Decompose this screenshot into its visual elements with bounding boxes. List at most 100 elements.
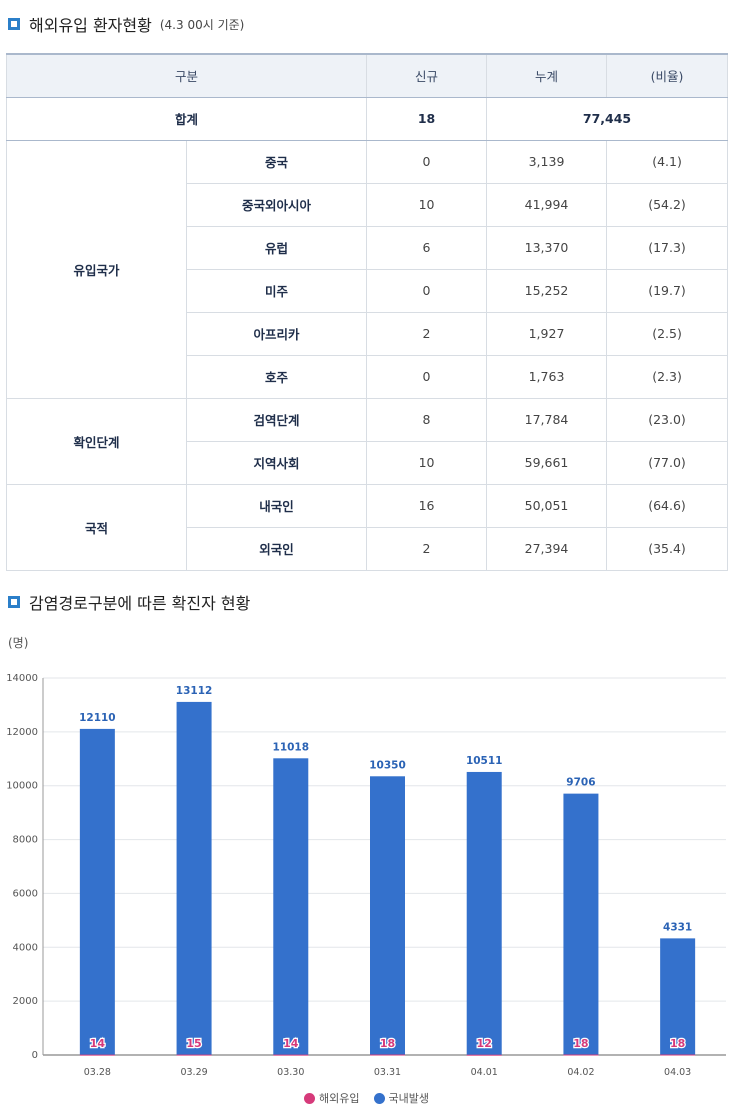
header-category: 구분 [5, 53, 368, 98]
bar-domestic [563, 793, 599, 1055]
row-new: 10 [366, 440, 488, 485]
bar-value-label: 9706 [566, 777, 595, 789]
bar-overseas [79, 1054, 115, 1056]
row-ratio: (35.4) [606, 526, 729, 571]
row-new: 0 [366, 354, 488, 399]
y-tick-label: 12000 [6, 727, 38, 738]
table-row: 호주 0 1,763 (2.3) [7, 354, 729, 399]
bar-overseas [466, 1054, 502, 1056]
header-ratio: (비율) [606, 53, 729, 98]
row-cumulative: 50,051 [486, 483, 608, 528]
row-ratio: (64.6) [606, 483, 729, 528]
row-label: 지역사회 [185, 440, 368, 485]
total-new: 18 [366, 96, 488, 141]
total-cumulative: 77,445 [486, 96, 729, 141]
row-cumulative: 27,394 [486, 526, 608, 571]
row-ratio: (19.7) [606, 268, 729, 313]
square-bullet-icon [8, 18, 20, 30]
row-label: 검역단계 [185, 397, 368, 442]
row-cumulative: 17,784 [486, 397, 608, 442]
row-label: 중국 [185, 139, 368, 184]
section-title-note: (4.3 00시 기준) [159, 17, 245, 32]
table-row: 확인단계 검역단계 8 17,784 (23.0) [6, 397, 729, 485]
row-ratio: (54.2) [606, 182, 729, 227]
bar-overseas [370, 1054, 405, 1056]
table-row: 유입국가 중국 0 3,139 (4.1) [6, 139, 729, 399]
bar-value-label: 13112 [176, 685, 213, 697]
x-tick-label: 03.29 [180, 1067, 207, 1078]
bar-value-label: 12110 [79, 712, 116, 724]
row-new: 8 [366, 397, 488, 442]
table-header-row: 구분 신규 누계 (비율) [5, 53, 729, 98]
group-label: 국적 [6, 483, 187, 571]
row-cumulative: 1,763 [486, 354, 608, 399]
row-cumulative: 41,994 [486, 182, 608, 227]
header-cumulative: 누계 [486, 53, 608, 98]
square-bullet-icon [8, 596, 20, 608]
row-new: 0 [366, 268, 488, 313]
chart-legend: 해외유입 국내발생 [0, 1090, 733, 1106]
y-tick-label: 10000 [6, 781, 38, 792]
bar-overseas [660, 1054, 696, 1056]
table-total-row: 합계 18 77,445 [5, 96, 729, 141]
y-tick-label: 2000 [13, 996, 38, 1007]
row-label: 중국외아시아 [185, 182, 368, 227]
row-cumulative: 13,370 [486, 225, 608, 270]
bar-domestic [466, 771, 502, 1055]
bar-domestic [370, 776, 405, 1055]
bar-domestic [79, 728, 115, 1055]
y-tick-label: 4000 [13, 942, 38, 953]
x-tick-label: 04.02 [567, 1067, 594, 1078]
row-new: 16 [366, 483, 488, 528]
row-new: 0 [366, 139, 488, 184]
legend-item-domestic[interactable]: 국내발생 [373, 1090, 429, 1106]
bar-overseas [273, 1054, 309, 1056]
bar-overseas [176, 1054, 212, 1056]
row-ratio: (23.0) [606, 397, 729, 442]
bar-domestic [660, 938, 696, 1055]
section-title-route: 감염경로구분에 따른 확진자 현황 [8, 590, 250, 614]
x-tick-label: 03.30 [277, 1067, 304, 1078]
bar-value-label: 4331 [663, 921, 692, 933]
row-ratio: (17.3) [606, 225, 729, 270]
bar-domestic [176, 701, 212, 1055]
legend-item-overseas[interactable]: 해외유입 [304, 1090, 360, 1106]
table-row: 지역사회 10 59,661 (77.0) [7, 440, 729, 485]
row-label: 아프리카 [185, 311, 368, 356]
section-title-overseas: 해외유입 환자현황 (4.3 00시 기준) [8, 12, 244, 36]
row-new: 2 [366, 526, 488, 571]
y-tick-label: 0 [32, 1050, 38, 1061]
row-ratio: (4.1) [606, 139, 729, 184]
bar-overseas-label: 18 [573, 1037, 588, 1050]
y-tick-label: 8000 [13, 835, 38, 846]
y-tick-label: 14000 [6, 673, 38, 684]
bar-value-label: 11018 [273, 741, 310, 753]
group-label: 확인단계 [6, 397, 187, 485]
infection-route-bar-chart: 0 2000 4000 6000 8000 10000 12000 14000 12110 14 0… [6, 673, 726, 1078]
x-tick-label: 04.03 [664, 1067, 691, 1078]
row-label: 유럽 [185, 225, 368, 270]
row-new: 6 [366, 225, 488, 270]
bar-overseas [563, 1054, 599, 1056]
legend-label: 국내발생 [388, 1092, 429, 1105]
x-tick-label: 03.28 [84, 1067, 111, 1078]
y-tick-label: 6000 [13, 888, 38, 899]
row-new: 2 [366, 311, 488, 356]
header-new: 신규 [366, 53, 488, 98]
row-new: 10 [366, 182, 488, 227]
bar-overseas-label: 12 [477, 1037, 492, 1050]
bar-overseas-label: 15 [186, 1037, 201, 1050]
row-label: 미주 [185, 268, 368, 313]
row-ratio: (77.0) [606, 440, 729, 485]
section-title-text: 해외유입 환자현황 [29, 16, 152, 35]
x-tick-label: 04.01 [471, 1067, 498, 1078]
row-cumulative: 15,252 [486, 268, 608, 313]
row-label: 외국인 [185, 526, 368, 571]
table-row: 국적 내국인 16 50,051 (64.6) [6, 483, 729, 571]
row-cumulative: 59,661 [486, 440, 608, 485]
bar-overseas-label: 18 [380, 1037, 395, 1050]
row-ratio: (2.5) [606, 311, 729, 356]
bar-overseas-label: 14 [283, 1037, 299, 1050]
bar-value-label: 10350 [369, 759, 406, 771]
row-label: 호주 [185, 354, 368, 399]
